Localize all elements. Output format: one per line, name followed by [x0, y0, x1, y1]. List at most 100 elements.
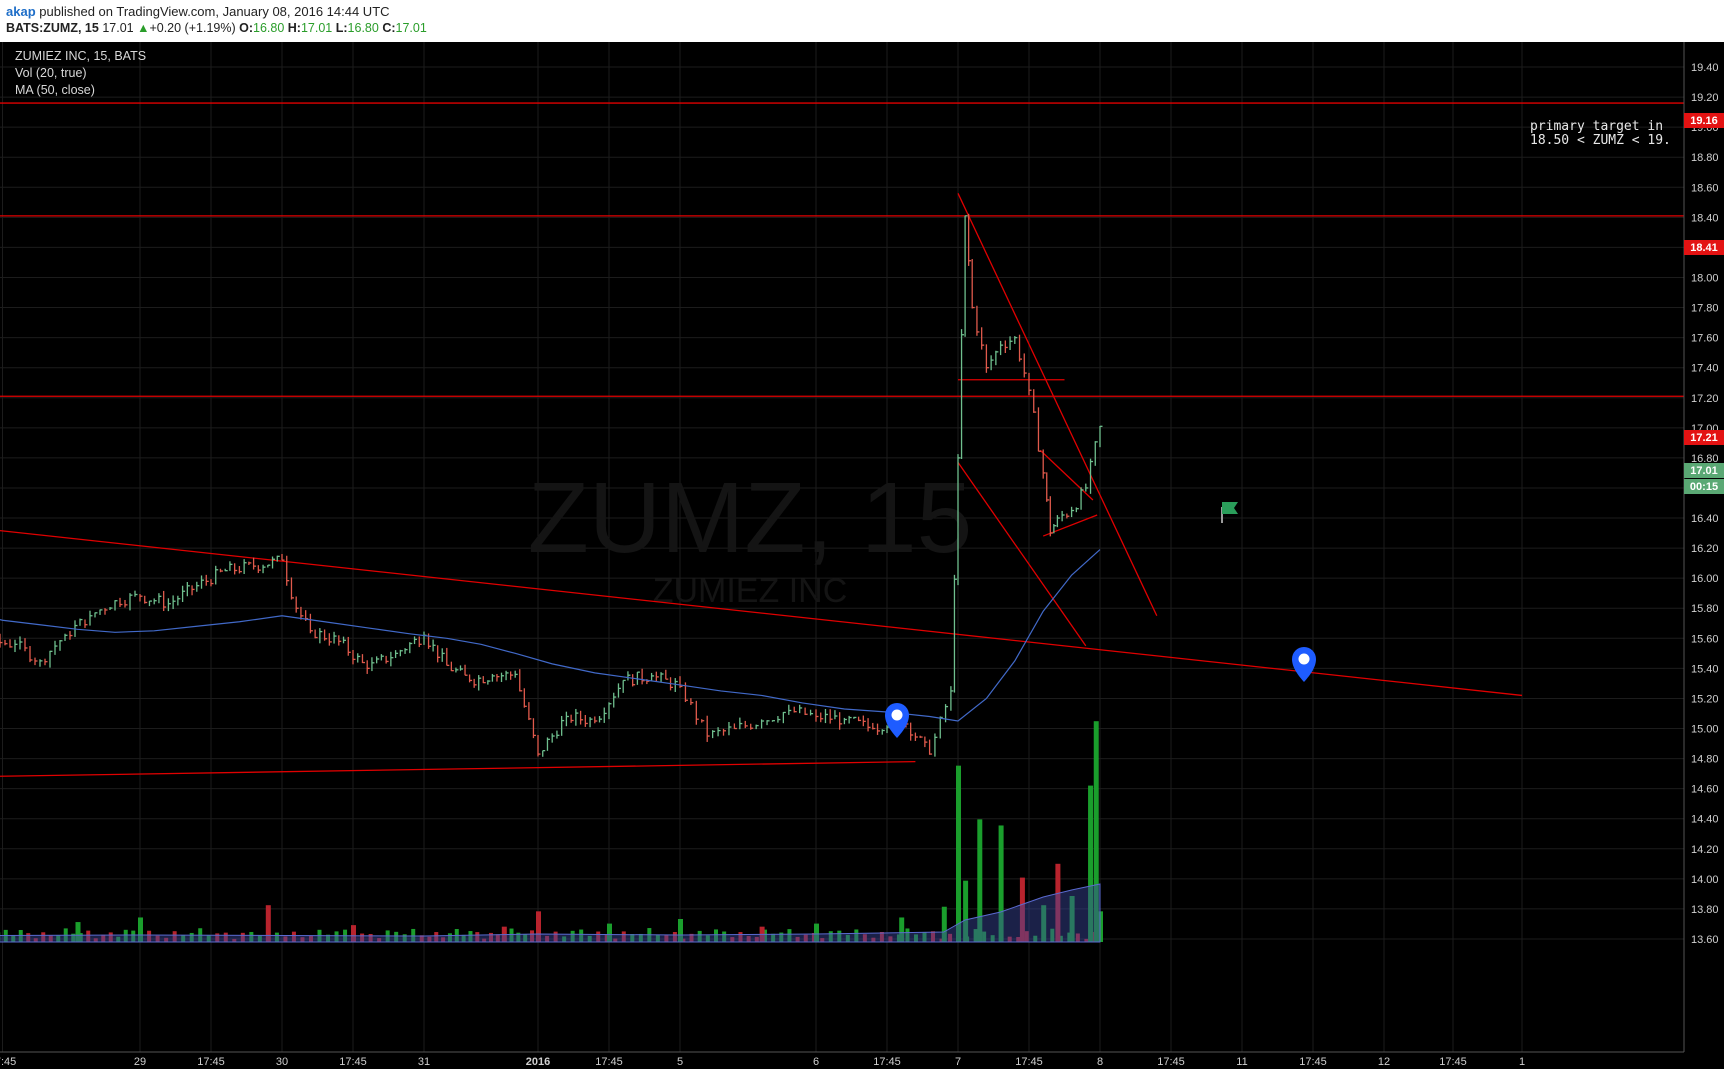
volume-bar [536, 911, 541, 942]
close-label: C: [382, 21, 396, 35]
horizontal-levels [0, 102, 1684, 397]
time-axis[interactable]: 17:45 29 17:45 30 17:45 31 2016 17:45 5 6 17:45 7 17… [0, 1051, 1724, 1069]
x-tick-label: 17:45 [595, 1056, 623, 1068]
watermark-name: ZUMIEZ INC [653, 572, 848, 610]
volume-bar [368, 933, 373, 942]
watermark-symbol: ZUMZ, 15 [528, 462, 972, 574]
volume-bar [41, 932, 46, 942]
volume-bar [123, 929, 128, 942]
moving-average [0, 549, 1101, 722]
volume-bar [138, 917, 143, 942]
trendline [0, 760, 916, 777]
y-tick-label: 15.80 [1691, 603, 1719, 615]
volume-bar [990, 935, 995, 942]
y-tick-label: 13.80 [1691, 904, 1719, 916]
volume-bar [468, 931, 473, 942]
volume-bar [1084, 938, 1089, 942]
volume-bar [1088, 785, 1094, 942]
volume-bar [1019, 877, 1025, 942]
x-tick-label: 8 [1097, 1056, 1103, 1068]
volume-bar [1067, 932, 1072, 942]
y-tick-label: 16.80 [1691, 453, 1719, 465]
volume-bar [1033, 935, 1038, 942]
volume-bar [419, 935, 424, 942]
author-link[interactable]: akap [6, 4, 36, 19]
volume-bar [672, 932, 677, 942]
chart-background [0, 42, 1724, 1069]
volume-bar [86, 930, 91, 942]
close-value: 17.01 [395, 21, 427, 35]
volume-bar [963, 880, 969, 942]
x-tick-label: 17:45 [0, 1056, 16, 1068]
annotation-note[interactable]: primary target in 18.50 < ZUMZ < 19. [1530, 119, 1671, 148]
volume-bar [779, 932, 784, 942]
volume-bar [249, 931, 254, 942]
volume-bar [705, 935, 710, 942]
volume-bar [562, 936, 567, 942]
legend-ma[interactable]: MA (50, close) [15, 83, 95, 97]
change-arrow-icon: ▲ [137, 21, 150, 35]
y-tick-label: 14.80 [1691, 754, 1719, 766]
legend-volume[interactable]: Vol (20, true) [15, 66, 87, 80]
volume-bar [746, 936, 751, 942]
volume-ma-area [0, 883, 1101, 943]
volume-bar [579, 929, 584, 942]
x-tick-label: 30 [276, 1056, 288, 1068]
x-tick-label: 12 [1378, 1056, 1390, 1068]
volume-bar [553, 931, 558, 942]
volume-bar [714, 929, 718, 942]
price-tag-r1: 19.16 [1684, 113, 1724, 128]
x-tick-label: 29 [134, 1056, 146, 1068]
trendline [957, 193, 1158, 617]
trendlines [0, 193, 1523, 777]
price-chart[interactable]: ZUMZ, 15 ZUMIEZ INC ZUMIEZ INC, 15, BATS… [0, 42, 1724, 1069]
volume-bar [75, 922, 81, 942]
volume-bar [655, 934, 660, 942]
volume-bar [495, 934, 500, 942]
volume-bar [795, 936, 800, 942]
volume-bar [837, 930, 842, 942]
volume-bar [441, 937, 446, 942]
volume-bar [1041, 905, 1047, 942]
publish-line: akap published on TradingView.com, Janua… [6, 4, 390, 19]
y-tick-label: 18.40 [1691, 212, 1719, 224]
volume-bar [948, 933, 953, 942]
x-tick-label: 31 [418, 1056, 430, 1068]
price-axis[interactable]: 19.4019.2019.0018.8018.6018.4018.2018.00… [1683, 42, 1724, 1052]
volume-bar [116, 936, 121, 942]
volume-bar [1069, 896, 1075, 942]
volume-bar [48, 935, 53, 942]
volume-bar [56, 935, 61, 942]
y-tick-label: 16.20 [1691, 543, 1719, 555]
volume-bar [1024, 931, 1029, 942]
volume-bar [516, 932, 521, 942]
volume-bar [1075, 933, 1080, 942]
flag-icon[interactable] [1221, 502, 1238, 523]
volume-bar [488, 932, 493, 942]
ohlc-line: BATS:ZUMZ, 15 17.01 ▲+0.20 (+1.19%) O:16… [6, 21, 427, 35]
volume-bar [956, 765, 961, 942]
legend: ZUMIEZ INC, 15, BATS Vol (20, true) MA (… [15, 49, 146, 97]
watermark: ZUMZ, 15 ZUMIEZ INC [528, 462, 972, 610]
x-tick-label: 17:45 [197, 1056, 225, 1068]
marker-pin-icon[interactable] [885, 703, 909, 738]
svg-text:00:15: 00:15 [1690, 481, 1718, 493]
y-tick-label: 14.60 [1691, 784, 1719, 796]
publish-text: published on TradingView.com, January 08… [39, 4, 390, 19]
change-value: +0.20 (+1.19%) [149, 21, 236, 35]
price-tag-last: 17.01 [1684, 463, 1724, 478]
volume-bar [291, 931, 296, 942]
volume-bar [427, 936, 432, 942]
marker-pin-icon[interactable] [1292, 647, 1316, 682]
svg-text:18.41: 18.41 [1690, 242, 1718, 254]
volume-bar [215, 933, 220, 942]
x-axis-ticks: 17:45 29 17:45 30 17:45 31 2016 17:45 5 6 17:45 7 17… [0, 1056, 1525, 1068]
volume-bar [1050, 928, 1055, 942]
y-tick-label: 16.00 [1691, 573, 1719, 585]
high-value: 17.01 [300, 21, 333, 35]
volume-bar [1093, 721, 1099, 942]
volume-bar [377, 938, 382, 942]
x-tick-label: 2016 [526, 1056, 550, 1068]
volume-bar [879, 931, 884, 942]
volume-bar [787, 929, 792, 942]
